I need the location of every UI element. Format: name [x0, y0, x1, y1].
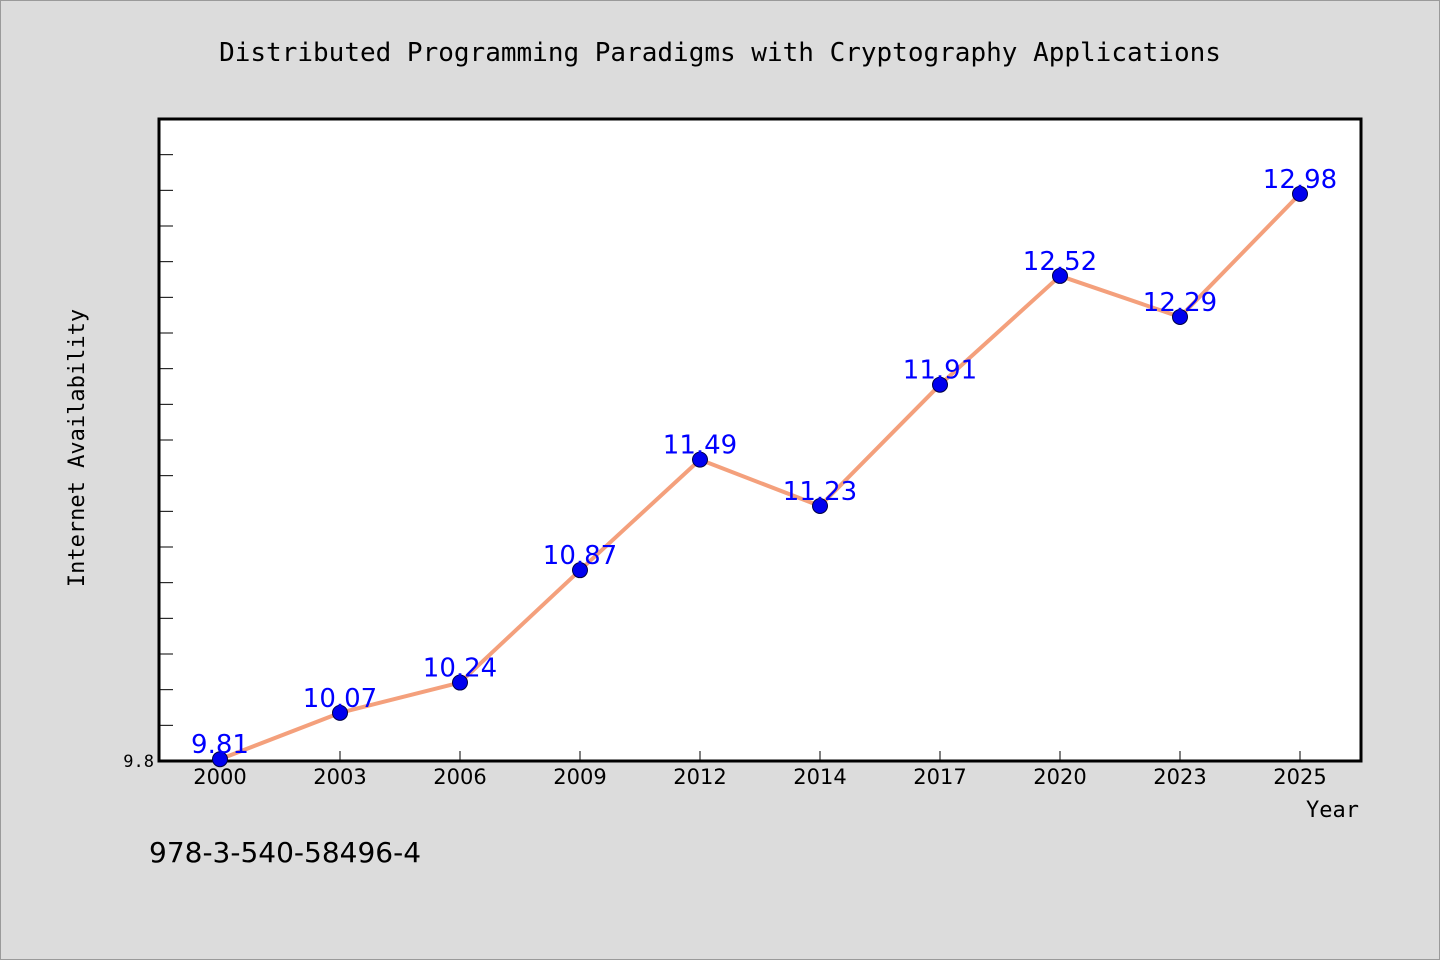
data-labels: 9.81 10.07 10.24 10.87 11.49 11.23 11.91 12.52 1… — [191, 165, 1337, 760]
data-label: 11.49 — [663, 431, 737, 461]
data-label: 12.29 — [1143, 288, 1217, 318]
plot-area — [157, 117, 1363, 763]
data-point — [932, 376, 948, 393]
isbn-text: 978-3-540-58496-4 — [149, 836, 421, 869]
data-label: 10.07 — [303, 684, 377, 714]
data-point — [1052, 267, 1068, 284]
data-label: 12.98 — [1263, 165, 1337, 195]
x-tick-label: 2006 — [433, 765, 486, 789]
y-tick-label: 9.8 — [123, 752, 154, 772]
data-point — [1172, 308, 1188, 325]
x-tick-label: 2000 — [193, 765, 246, 789]
data-point — [1292, 185, 1308, 202]
chart-title: Distributed Programming Paradigms with C… — [219, 38, 1221, 68]
data-point — [812, 497, 828, 514]
data-label: 11.91 — [903, 356, 977, 386]
data-point — [452, 674, 468, 691]
x-axis-label: Year — [1306, 798, 1359, 823]
y-axis-label: Internet Availability — [65, 309, 90, 587]
series-layer — [212, 185, 1308, 768]
x-tick-label: 2003 — [313, 765, 366, 789]
x-tick-label: 2014 — [793, 765, 846, 789]
y-axis-ticks: 9.8 — [123, 154, 173, 772]
data-point — [572, 562, 588, 579]
data-label: 11.23 — [783, 477, 857, 507]
data-label: 9.81 — [191, 730, 249, 760]
x-tick-label: 2023 — [1153, 765, 1206, 789]
data-label: 10.24 — [423, 654, 497, 684]
data-point — [332, 704, 348, 721]
x-tick-label: 2020 — [1033, 765, 1086, 789]
x-tick-label: 2025 — [1273, 765, 1326, 789]
data-label: 12.52 — [1023, 247, 1097, 277]
x-axis-ticks: 2000 2003 2006 2009 2012 2014 2017 2020 2023 2025 — [193, 751, 1327, 789]
x-tick-label: 2009 — [553, 765, 606, 789]
data-point — [692, 451, 708, 468]
data-label: 10.87 — [543, 541, 617, 571]
data-point — [212, 751, 228, 768]
x-tick-label: 2017 — [913, 765, 966, 789]
x-tick-label: 2012 — [673, 765, 726, 789]
series-line — [218, 191, 1302, 762]
